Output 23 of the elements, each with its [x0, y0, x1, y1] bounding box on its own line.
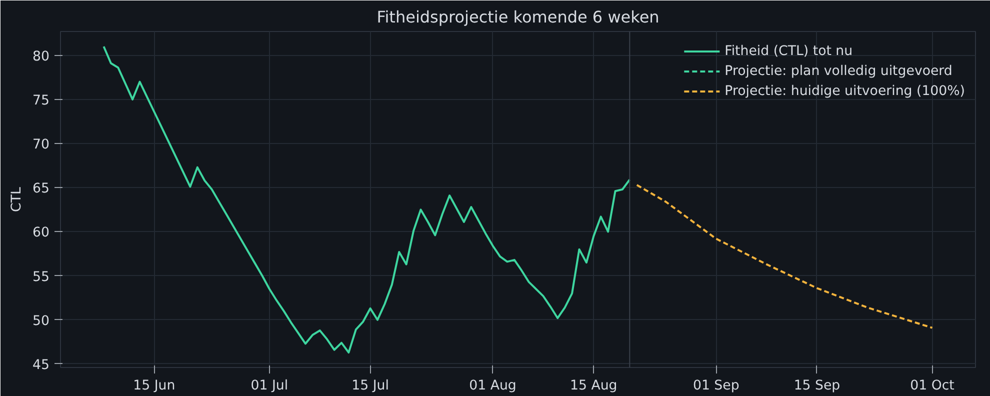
x-tick-label: 15 Jun	[133, 378, 176, 394]
line-series	[636, 184, 934, 329]
x-tick-label: 01 Jul	[250, 378, 288, 394]
x-tick-label: 01 Aug	[469, 378, 516, 394]
y-tick-label: 60	[32, 226, 50, 241]
x-tick-label: 15 Jul	[352, 378, 389, 394]
y-tick-label: 50	[32, 314, 50, 329]
y-tick-label: 45	[32, 358, 50, 373]
x-tick-label: 01 Oct	[910, 378, 954, 394]
legend-label: Projectie: huidige uitvoering (100%)	[724, 84, 965, 98]
line-series	[102, 45, 631, 354]
y-tick-label: 80	[32, 49, 50, 64]
y-tick-label: 55	[32, 270, 50, 285]
x-tick-label: 15 Sep	[794, 378, 840, 394]
legend-label: Projectie: plan volledig uitgevoerd	[724, 64, 952, 78]
x-tick-label: 15 Aug	[570, 378, 618, 394]
y-tick-label: 65	[32, 182, 50, 197]
y-tick-label: 70	[32, 138, 50, 152]
chart-title: Fitheidsprojectie komende 6 weken	[376, 8, 660, 26]
y-axis-title: CTL	[10, 186, 25, 212]
y-tick-label: 75	[32, 93, 50, 108]
x-tick-label: 01 Sep	[692, 378, 740, 394]
legend-label: Fitheid (CTL) tot nu	[724, 44, 853, 58]
